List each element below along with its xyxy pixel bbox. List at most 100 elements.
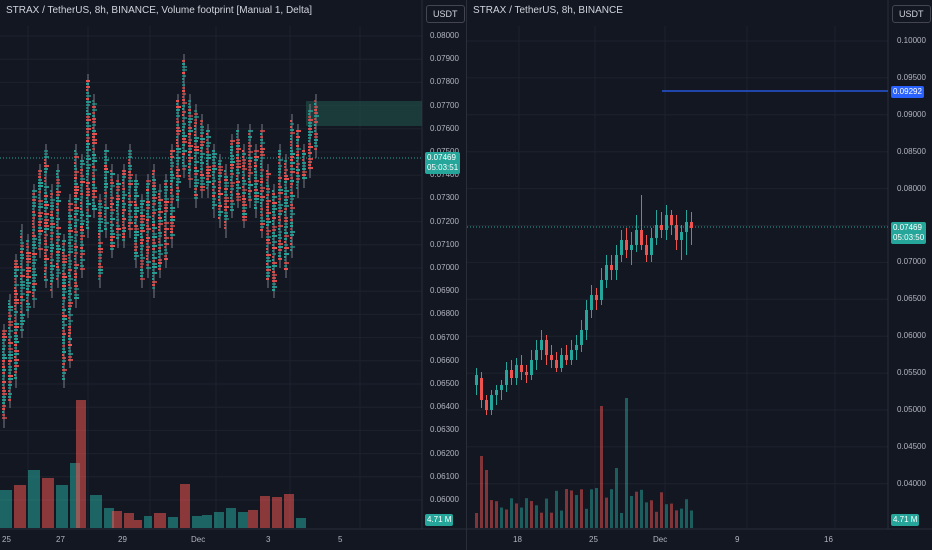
left-chart-pane[interactable]: STRAX / TetherUS, 8h, BINANCE, Volume fo… (0, 0, 466, 550)
left-footprint-cell (170, 159, 172, 161)
left-footprint-cell (32, 205, 36, 207)
left-footprint-cell (62, 255, 67, 257)
left-footprint-cell (146, 240, 149, 242)
left-footprint-cell (98, 221, 103, 223)
left-footprint-cell (272, 196, 277, 198)
left-footprint-cell (242, 162, 246, 164)
left-footprint-cell (164, 237, 169, 239)
left-footprint-cell (26, 258, 31, 260)
left-footprint-cell (134, 207, 139, 209)
left-footprint-cell (272, 205, 276, 207)
left-footprint-cell (218, 205, 222, 207)
left-footprint-cell (296, 151, 299, 153)
left-footprint-cell (8, 330, 13, 332)
left-footprint-cell (176, 127, 180, 129)
left-footprint-cell (104, 168, 108, 170)
right-chart-pane[interactable]: STRAX / TetherUS, 8h, BINANCE USDT 0.100… (467, 0, 932, 550)
left-footprint-cell (260, 217, 263, 219)
left-footprint-cell (260, 220, 265, 222)
left-footprint-cell (80, 196, 83, 198)
left-footprint-cell (134, 201, 136, 203)
left-footprint-cell (146, 210, 149, 212)
left-footprint-cell (122, 236, 125, 238)
left-footprint-cell (62, 291, 67, 293)
left-footprint-cell (146, 246, 150, 248)
left-footprint-cell (260, 157, 264, 159)
left-footprint-cell (236, 163, 241, 165)
left-footprint-cell (38, 188, 41, 190)
left-footprint-cell (8, 384, 12, 386)
left-footprint-cell (176, 193, 179, 195)
left-footprint-cell (62, 351, 66, 353)
left-footprint-cell (32, 232, 34, 234)
left-currency-button[interactable]: USDT (426, 5, 465, 23)
left-footprint-cell (14, 299, 19, 301)
left-price-tick: 0.07400 (430, 170, 459, 180)
left-footprint-cell (218, 217, 220, 219)
right-chart-canvas[interactable] (467, 0, 932, 550)
left-footprint-cell (110, 197, 114, 199)
left-footprint-cell (314, 133, 318, 135)
left-footprint-cell (248, 148, 250, 150)
left-footprint-cell (200, 129, 204, 131)
left-footprint-cell (236, 130, 239, 132)
left-footprint-cell (140, 272, 144, 274)
left-footprint-cell (272, 232, 275, 234)
left-footprint-cell (74, 249, 77, 251)
left-footprint-cell (20, 266, 22, 268)
left-footprint-cell (242, 171, 244, 173)
left-footprint-cell (14, 314, 16, 316)
right-volume-bar (500, 507, 503, 528)
left-footprint-cell (62, 267, 66, 269)
left-footprint-cell (56, 230, 58, 232)
left-footprint-cell (284, 208, 287, 210)
left-footprint-cell (272, 220, 274, 222)
left-footprint-cell (164, 210, 168, 212)
left-footprint-cell (104, 192, 107, 194)
right-currency-button[interactable]: USDT (892, 5, 931, 23)
left-footprint-cell (98, 227, 101, 229)
left-footprint-cell (68, 290, 71, 292)
left-footprint-cell (176, 163, 179, 165)
left-footprint-cell (224, 185, 229, 187)
left-footprint-cell (134, 222, 136, 224)
left-footprint-cell (2, 378, 4, 380)
left-footprint-cell (200, 138, 205, 140)
left-footprint-cell (308, 134, 312, 136)
left-volume-bar (238, 512, 248, 528)
left-footprint-cell (26, 273, 29, 275)
left-price-tick: 0.06300 (430, 425, 459, 435)
left-footprint-cell (20, 290, 22, 292)
left-footprint-cell (2, 357, 7, 359)
left-footprint-cell (152, 242, 156, 244)
left-footprint-cell (62, 321, 64, 323)
left-footprint-cell (176, 178, 180, 180)
left-footprint-cell (14, 266, 19, 268)
left-footprint-cell (152, 224, 155, 226)
left-footprint-cell (50, 232, 54, 234)
left-footprint-cell (290, 234, 294, 236)
left-footprint-cell (110, 203, 114, 205)
left-footprint-cell (128, 177, 132, 179)
left-chart-canvas[interactable] (0, 0, 466, 550)
left-footprint-cell (164, 192, 167, 194)
left-footprint-cell (212, 183, 214, 185)
left-footprint-cell (32, 277, 36, 279)
left-footprint-cell (176, 136, 178, 138)
pane-divider[interactable] (466, 0, 467, 550)
left-footprint-cell (56, 215, 58, 217)
left-footprint-cell (230, 161, 235, 163)
left-footprint-cell (32, 271, 36, 273)
left-footprint-cell (68, 269, 72, 271)
left-footprint-cell (176, 187, 179, 189)
right-volume-bar (525, 498, 528, 528)
left-date-tick: 3 (266, 535, 271, 544)
left-footprint-cell (98, 263, 101, 265)
left-footprint-cell (74, 183, 78, 185)
left-footprint-cell (242, 177, 244, 179)
left-footprint-cell (284, 232, 288, 234)
left-footprint-cell (260, 151, 264, 153)
left-footprint-cell (128, 207, 130, 209)
left-footprint-cell (134, 189, 137, 191)
left-footprint-cell (248, 166, 252, 168)
